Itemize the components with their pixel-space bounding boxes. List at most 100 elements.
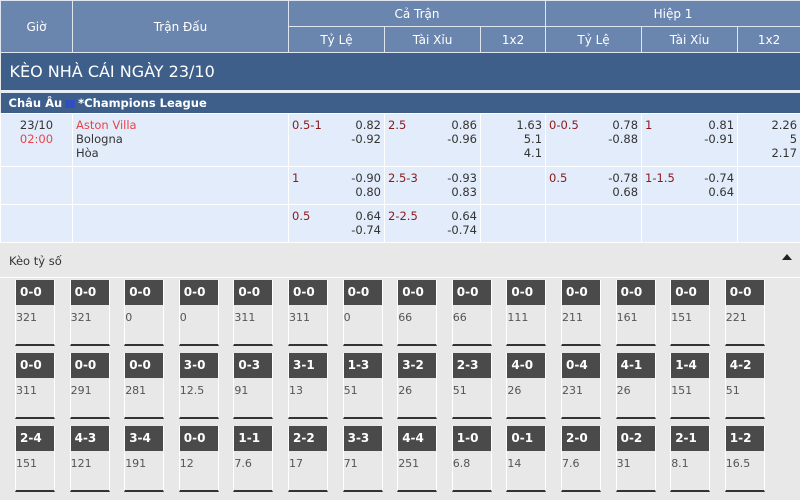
h1-over-under-price[interactable]: -0.91: [704, 132, 735, 146]
score-option[interactable]: 0-0 111: [506, 280, 547, 346]
ft-handicap[interactable]: 0.5-1 0.82 -0.92: [288, 113, 385, 167]
score-option[interactable]: 1-0 6.8: [451, 426, 492, 492]
ft-over-under[interactable]: 2.5-3 -0.93 0.83: [384, 166, 481, 205]
ft-1x2-price[interactable]: 5.1: [523, 132, 543, 146]
h1-1x2-price[interactable]: 2.17: [771, 146, 798, 160]
score-option[interactable]: 0-3 91: [233, 353, 274, 419]
ft-handicap-price[interactable]: 0.64: [355, 209, 381, 223]
match-teams[interactable]: Aston Villa Bologna Hòa: [72, 113, 289, 167]
score-option[interactable]: 3-2 26: [397, 353, 438, 419]
score-option[interactable]: 0-0 12: [178, 426, 219, 492]
score-label: 0-0: [70, 280, 109, 305]
h1-1x2-price[interactable]: 5: [789, 132, 798, 146]
ft-handicap-price[interactable]: -0.74: [351, 223, 381, 237]
score-label: 0-0: [70, 353, 109, 378]
h1-1x2[interactable]: [737, 204, 800, 243]
score-label: 3-1: [289, 353, 327, 378]
score-odds: 0: [179, 311, 187, 324]
ft-over-under-price[interactable]: 0.64: [451, 209, 477, 223]
score-option[interactable]: 2-4 151: [15, 426, 55, 492]
score-option[interactable]: 3-0 12.5: [178, 353, 219, 419]
score-option[interactable]: 0-0 311: [15, 353, 55, 419]
h1-handicap[interactable]: [545, 204, 643, 243]
h1-1x2-price[interactable]: 2.26: [771, 118, 798, 132]
score-option[interactable]: 1-3 51: [342, 353, 383, 419]
score-option[interactable]: 2-2 17: [288, 426, 328, 492]
h1-handicap-price[interactable]: 0.68: [612, 185, 639, 199]
ft-handicap[interactable]: 1 -0.90 0.80: [288, 166, 385, 205]
h1-over-under-price[interactable]: -0.74: [704, 171, 735, 185]
score-option[interactable]: 2-1 8.1: [670, 426, 711, 492]
league-row[interactable]: Châu Âu *Champions League: [0, 91, 800, 114]
score-option[interactable]: 0-4 231: [561, 353, 601, 419]
ft-1x2-price[interactable]: 1.63: [516, 118, 543, 132]
score-option[interactable]: 0-0 311: [233, 280, 274, 346]
col-tran-dau: Trận Đấu: [72, 0, 289, 53]
score-option[interactable]: 1-4 151: [670, 353, 711, 419]
score-option[interactable]: 4-0 26: [506, 353, 547, 419]
h1-over-under-price[interactable]: 0.81: [708, 118, 735, 132]
score-option[interactable]: 0-0 281: [124, 353, 165, 419]
h1-over-under-price[interactable]: 0.64: [708, 185, 735, 199]
ft-1x2-price[interactable]: 4.1: [523, 146, 543, 160]
ft-handicap-price[interactable]: 0.82: [355, 118, 381, 132]
score-odds: 16.5: [725, 457, 751, 470]
h1-over-under[interactable]: 1 0.81 -0.91: [641, 113, 739, 167]
score-option[interactable]: 0-0 291: [69, 353, 110, 419]
h1-over-under[interactable]: [641, 204, 739, 243]
score-option[interactable]: 0-0 211: [561, 280, 601, 346]
score-option[interactable]: 4-3 121: [69, 426, 110, 492]
score-option[interactable]: 0-0 221: [724, 280, 765, 346]
score-option[interactable]: 0-0 151: [670, 280, 711, 346]
h1-handicap-price[interactable]: -0.88: [608, 132, 639, 146]
ft-handicap[interactable]: 0.5 0.64 -0.74: [288, 204, 385, 243]
ft-handicap-price[interactable]: -0.90: [351, 171, 381, 185]
h1-handicap[interactable]: 0.5 -0.78 0.68: [545, 166, 643, 205]
ft-over-under[interactable]: 2.5 0.86 -0.96: [384, 113, 481, 167]
score-option[interactable]: 3-4 191: [124, 426, 165, 492]
score-option[interactable]: 0-0 311: [288, 280, 328, 346]
h1-handicap-price[interactable]: -0.78: [608, 171, 639, 185]
score-option[interactable]: 0-0 161: [615, 280, 656, 346]
score-option[interactable]: 4-2 51: [724, 353, 765, 419]
score-option[interactable]: 0-0 66: [451, 280, 492, 346]
ft-over-under[interactable]: 2-2.5 0.64 -0.74: [384, 204, 481, 243]
ft-handicap-price[interactable]: -0.92: [351, 132, 381, 146]
h1-1x2[interactable]: 2.26 5 2.17: [737, 113, 800, 167]
score-option[interactable]: 0-2 31: [615, 426, 656, 492]
correct-score-header[interactable]: Kèo tỷ số: [0, 243, 800, 278]
score-label: 0-3: [234, 353, 273, 378]
score-option[interactable]: 3-3 71: [342, 426, 383, 492]
score-option[interactable]: 0-0 321: [15, 280, 55, 346]
h1-over-under[interactable]: 1-1.5 -0.74 0.64: [641, 166, 739, 205]
score-option[interactable]: 2-0 7.6: [561, 426, 601, 492]
caret-up-icon[interactable]: [782, 254, 792, 260]
score-option[interactable]: 0-0 321: [69, 280, 110, 346]
ft-over-under-price[interactable]: -0.93: [447, 171, 477, 185]
ft-1x2[interactable]: 1.63 5.1 4.1: [479, 113, 547, 167]
ft-over-under-price[interactable]: 0.86: [451, 118, 477, 132]
ft-over-under-price[interactable]: -0.74: [447, 223, 477, 237]
score-option[interactable]: 0-1 14: [506, 426, 547, 492]
ft-1x2[interactable]: [479, 204, 547, 243]
ft-over-under-price[interactable]: -0.96: [447, 132, 477, 146]
h1-handicap-price[interactable]: 0.78: [612, 118, 639, 132]
odds-table: Giờ Trận Đấu Cả Trận Hiệp 1 Tỷ Lệ Tài Xỉ…: [0, 0, 800, 243]
ft-1x2[interactable]: [479, 166, 547, 205]
score-option[interactable]: 3-1 13: [288, 353, 328, 419]
score-option[interactable]: 0-0 0: [178, 280, 219, 346]
score-label: 0-0: [16, 280, 54, 305]
h1-handicap[interactable]: 0-0.5 0.78 -0.88: [545, 113, 643, 167]
ft-handicap-price[interactable]: 0.80: [355, 185, 381, 199]
score-option[interactable]: 2-3 51: [451, 353, 492, 419]
h1-1x2[interactable]: [737, 166, 800, 205]
score-option[interactable]: 0-0 0: [124, 280, 165, 346]
eu-flag-icon: [65, 99, 76, 108]
score-option[interactable]: 0-0 0: [342, 280, 383, 346]
score-option[interactable]: 4-4 251: [397, 426, 438, 492]
score-option[interactable]: 1-1 7.6: [233, 426, 274, 492]
score-option[interactable]: 1-2 16.5: [724, 426, 765, 492]
score-option[interactable]: 4-1 26: [615, 353, 656, 419]
score-option[interactable]: 0-0 66: [397, 280, 438, 346]
ft-over-under-price[interactable]: 0.83: [451, 185, 477, 199]
